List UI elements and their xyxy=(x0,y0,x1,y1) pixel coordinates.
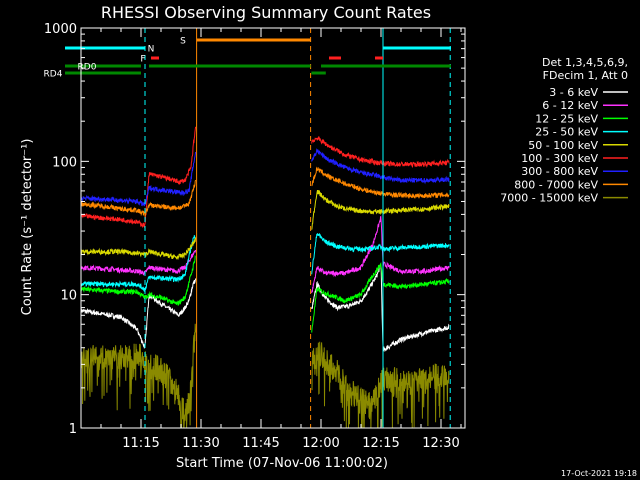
legend-label: 300 - 800 keV xyxy=(521,165,598,178)
x-tick-label: 11:30 xyxy=(182,436,219,451)
legend-label: 25 - 50 keV xyxy=(535,126,598,139)
plot-area: NF S RD0 RD4 1 10 100 1000 11:15 11:30 11:45 12:00 1… xyxy=(44,22,466,451)
flag-label: RD4 xyxy=(44,70,63,80)
series-line xyxy=(80,323,450,429)
legend-label: 800 - 7000 keV xyxy=(514,178,598,191)
legend-label: 50 - 100 keV xyxy=(528,139,598,152)
y-axis-label: Count Rate (s⁻¹ detector⁻¹) xyxy=(20,139,35,316)
x-tick-label: 12:15 xyxy=(362,436,399,451)
plot-frame xyxy=(80,27,466,429)
y-tick-label: 100 xyxy=(52,155,77,170)
legend-label: 3 - 6 keV xyxy=(549,86,598,99)
x-tick-label: 11:15 xyxy=(122,436,159,451)
series-line xyxy=(80,255,450,333)
y-tick-label: 1000 xyxy=(44,22,77,37)
legend-header: FDecim 1, Att 0 xyxy=(543,69,628,82)
flag-label: F xyxy=(140,55,145,65)
flag-label: N xyxy=(148,45,155,55)
y-tick-label: 1 xyxy=(69,422,77,437)
legend-label: 12 - 25 keV xyxy=(535,112,598,125)
legend-label: 6 - 12 keV xyxy=(542,99,598,112)
series-line xyxy=(80,190,450,260)
x-tick-label: 12:00 xyxy=(302,436,339,451)
y-tick-label: 10 xyxy=(60,289,77,304)
legend-label: 7000 - 15000 keV xyxy=(500,192,598,205)
x-tick-label: 12:30 xyxy=(422,436,459,451)
x-axis-label: Start Time (07-Nov-06 11:00:02) xyxy=(176,456,388,471)
series-line xyxy=(80,166,450,218)
series-line xyxy=(80,233,450,293)
series-line xyxy=(80,148,450,207)
x-tick-label: 11:45 xyxy=(242,436,279,451)
legend-label: 100 - 300 keV xyxy=(521,152,598,165)
series-line xyxy=(80,215,450,294)
legend-header: Det 1,3,4,5,6,9, xyxy=(542,56,628,69)
series-line xyxy=(80,126,450,229)
flag-label: S xyxy=(180,37,186,47)
legend: Det 1,3,4,5,6,9,FDecim 1, Att 0 3 - 6 keV… xyxy=(500,56,628,205)
footer-timestamp: 17-Oct-2021 19:18 xyxy=(561,469,637,478)
chart-title: RHESSI Observing Summary Count Rates xyxy=(101,3,431,22)
flag-label: RD0 xyxy=(78,63,97,73)
